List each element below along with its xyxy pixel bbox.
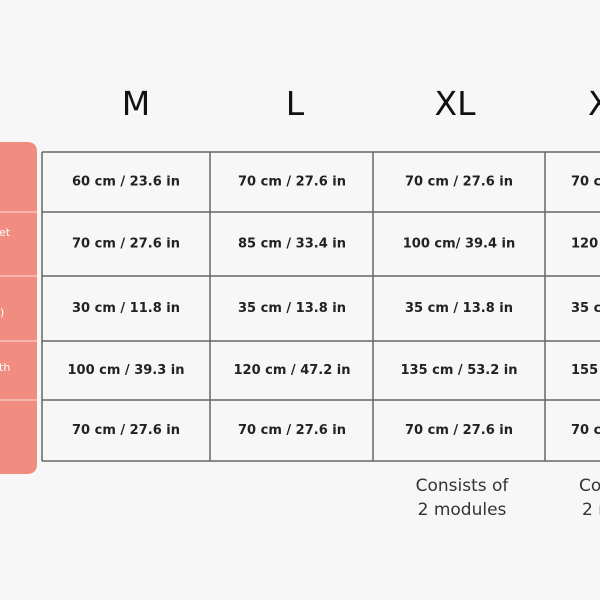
- table-cell: 85 cm / 33.4 in: [238, 237, 346, 252]
- size-header: XL: [435, 84, 477, 123]
- table-cell: 30 cm / 11.8 in: [72, 301, 180, 316]
- table-cell: 70 c: [571, 175, 600, 190]
- footer-note: Consists of: [416, 476, 510, 496]
- size-header: M: [122, 84, 150, 123]
- footer-note: Co: [579, 476, 600, 496]
- table-cell: 60 cm / 23.6 in: [72, 175, 180, 190]
- table-cell: 70 cm / 27.6 in: [238, 423, 346, 438]
- table-cell: 155: [571, 363, 598, 378]
- table-cell: 70 cm / 27.6 in: [238, 175, 346, 190]
- footer-note: 2 r: [582, 500, 600, 520]
- table-cell: 100 cm/ 39.4 in: [403, 237, 516, 252]
- table-cell: 120 c: [571, 237, 600, 252]
- table-cell: 70 cm / 27.6 in: [405, 175, 513, 190]
- side-label: ): [0, 306, 4, 319]
- table-cell: 70 cm / 27.6 in: [405, 423, 513, 438]
- side-dividers: [0, 211, 37, 401]
- size-header: L: [286, 84, 305, 123]
- table-cell: 135 cm / 53.2 in: [400, 363, 517, 378]
- table-cell: 70 cm / 27.6 in: [72, 237, 180, 252]
- table-cell: 35 c: [571, 301, 600, 316]
- table-cell: 120 cm / 47.2 in: [233, 363, 350, 378]
- table-cell: 100 cm / 39.3 in: [67, 363, 184, 378]
- side-label: et: [0, 226, 11, 239]
- size-header: X: [588, 84, 600, 123]
- table-cell: 70 cm / 27.6 in: [72, 423, 180, 438]
- table-cell: 70 c: [571, 423, 600, 438]
- footer-note: 2 modules: [418, 500, 507, 520]
- side-panel: [0, 142, 37, 474]
- table-cell: 35 cm / 13.8 in: [405, 301, 513, 316]
- side-label: th: [0, 361, 10, 374]
- table-cell: 35 cm / 13.8 in: [238, 301, 346, 316]
